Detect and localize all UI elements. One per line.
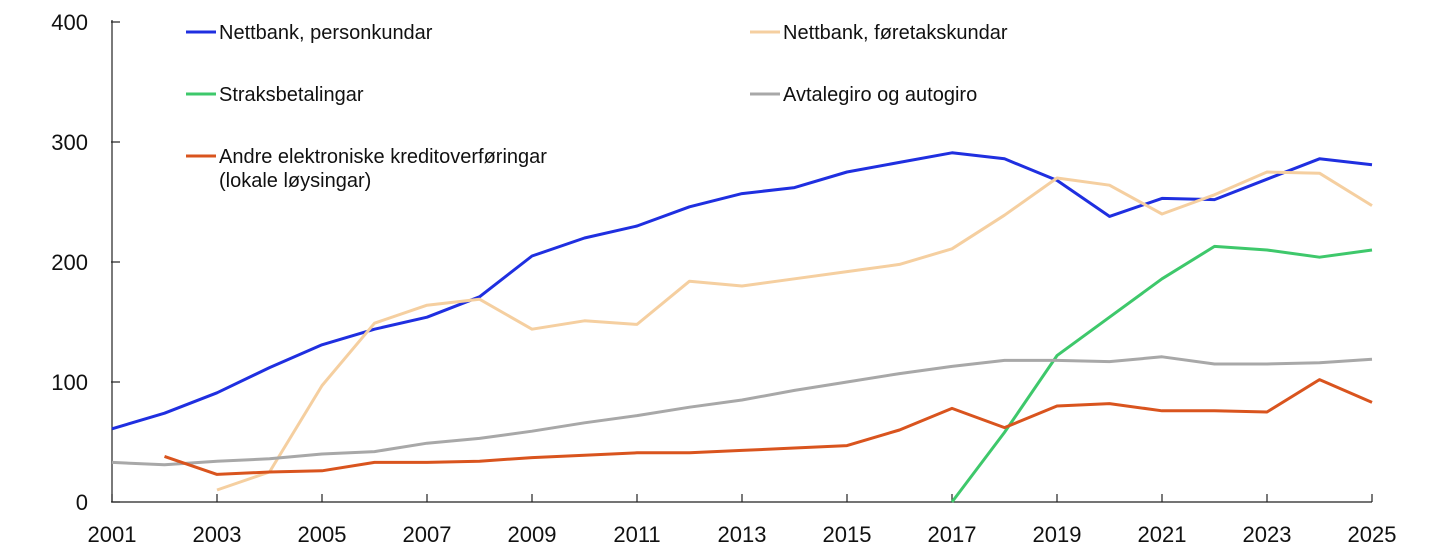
legend-label-0: Nettbank, personkundar (219, 22, 433, 44)
series-line-4 (164, 378, 1373, 476)
x-tick-label: 2021 (1138, 522, 1187, 547)
axes: 0 100 200 300 400 2001 2003 2005 2007 2009 2011 201… (51, 10, 1396, 547)
legend-label-2: Straksbetalingar (219, 84, 364, 106)
legend: Nettbank, personkundar Nettbank, føretaks… (186, 22, 1008, 192)
series-line-0 (111, 151, 1373, 431)
legend-label-1: Nettbank, føretakskundar (783, 22, 1008, 44)
x-tick-label: 2015 (823, 522, 872, 547)
legend-label-4: Andre elektroniske kreditoverføringar (219, 146, 547, 168)
x-tick-label: 2017 (928, 522, 977, 547)
x-tick-label: 2007 (403, 522, 452, 547)
y-tick-label: 300 (51, 130, 88, 155)
x-tick-label: 2009 (508, 522, 557, 547)
legend-label-4: (lokale løysingar) (219, 170, 371, 192)
y-tick-label: 100 (51, 370, 88, 395)
x-tick-label: 2013 (718, 522, 767, 547)
x-tick-label: 2025 (1348, 522, 1397, 547)
series-line-2 (950, 244, 1373, 503)
x-tick-label: 2023 (1243, 522, 1292, 547)
legend-label-3: Avtalegiro og autogiro (783, 84, 977, 106)
y-tick-label: 400 (51, 10, 88, 35)
x-tick-label: 2019 (1033, 522, 1082, 547)
series-line-1 (216, 170, 1373, 492)
x-tick-label: 2001 (88, 522, 137, 547)
y-tick-label: 0 (76, 490, 88, 515)
x-tick-label: 2003 (193, 522, 242, 547)
x-tick-label: 2005 (298, 522, 347, 547)
series-lines (111, 151, 1373, 503)
series-line-3 (111, 355, 1373, 467)
x-tick-label: 2011 (613, 522, 660, 547)
y-tick-label: 200 (51, 250, 88, 275)
